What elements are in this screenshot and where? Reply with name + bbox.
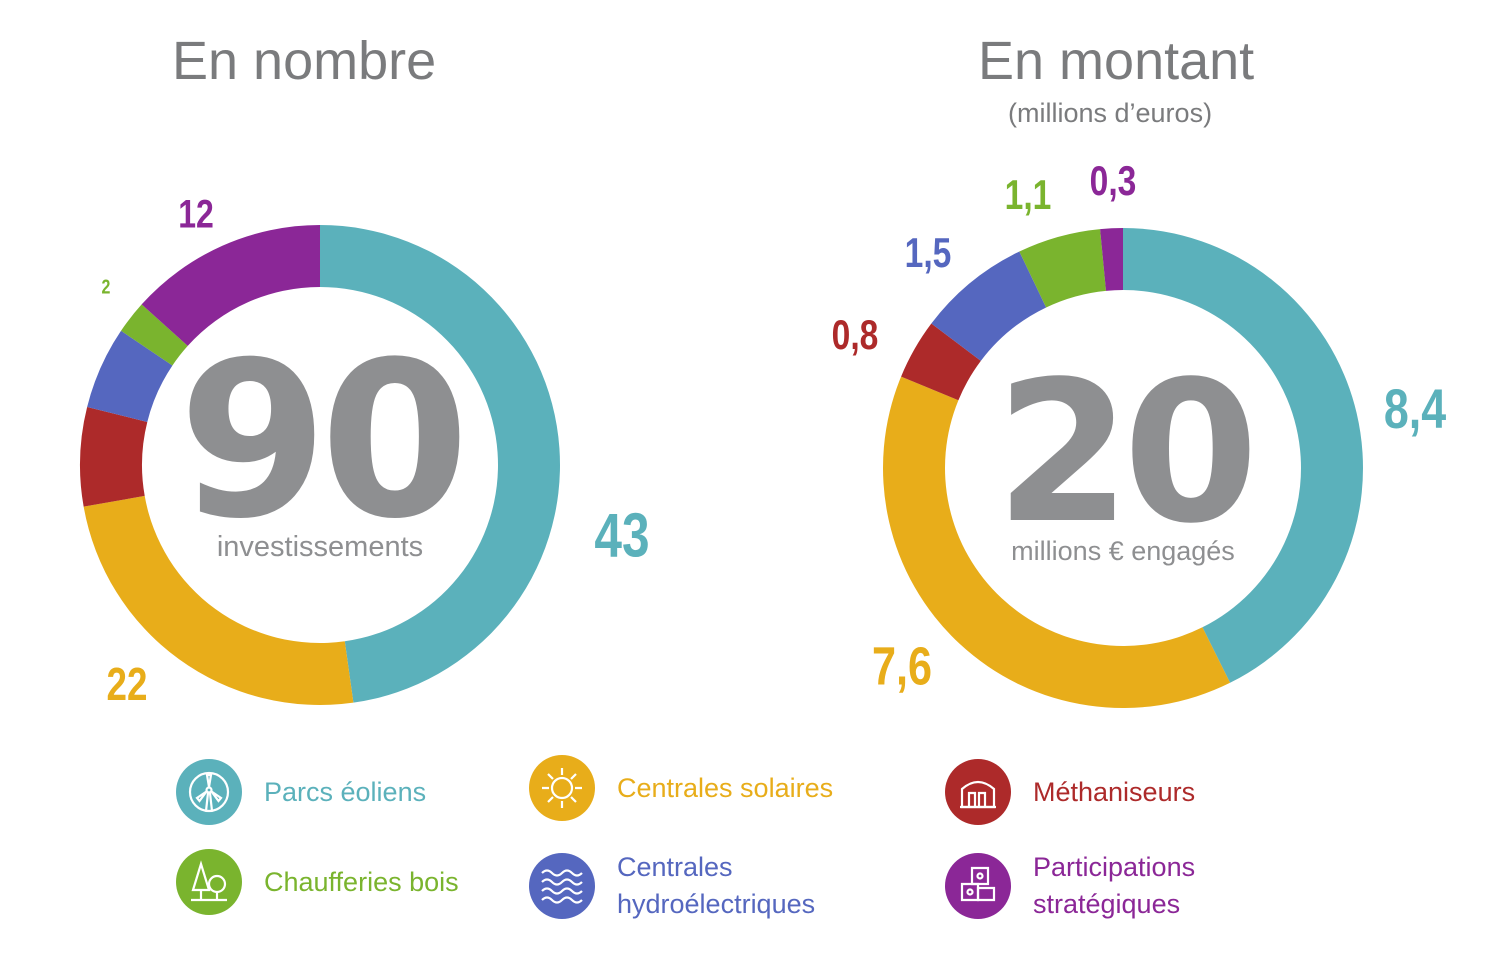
legend-label-line: Participations bbox=[1033, 852, 1196, 882]
water-waves-icon bbox=[529, 853, 595, 919]
data-label-methaniseur: 0,8 bbox=[832, 313, 879, 359]
slice-methaniseur bbox=[901, 323, 981, 401]
legend-label: Parcs éoliens bbox=[264, 774, 426, 811]
slice-hydro bbox=[87, 330, 173, 422]
data-label-bois: 1,1 bbox=[1005, 173, 1052, 219]
legend-label: Chaufferies bois bbox=[264, 864, 459, 901]
chart2-title: En montant bbox=[978, 31, 1255, 91]
legend-item-solaire: Centrales solaires bbox=[529, 755, 833, 821]
slice-solaire bbox=[883, 376, 1231, 709]
puzzle-icon bbox=[945, 853, 1011, 919]
slice-solaire bbox=[83, 495, 354, 705]
legend-label-line: Centrales solaires bbox=[617, 772, 834, 803]
legend-label-line: hydroélectriques bbox=[617, 889, 816, 919]
center-label: investissements bbox=[217, 531, 423, 563]
data-label-solaire: 22 bbox=[107, 658, 148, 710]
wind-turbine-icon bbox=[176, 759, 242, 825]
slice-hydro bbox=[931, 251, 1047, 361]
legend-label: Méthaniseurs bbox=[1033, 774, 1195, 811]
data-label-participation: 0,3 bbox=[1090, 159, 1137, 205]
sun-icon bbox=[529, 755, 595, 821]
center-value: 20 bbox=[995, 339, 1250, 566]
legend-label-line: Chaufferies bois bbox=[264, 866, 459, 897]
slice-participation bbox=[141, 225, 320, 346]
data-label-eolien: 43 bbox=[594, 500, 649, 570]
slice-participation bbox=[1100, 228, 1123, 291]
chart1-title: En nombre bbox=[172, 31, 437, 91]
slice-eolien bbox=[1123, 228, 1364, 683]
slice-bois bbox=[121, 304, 188, 366]
data-label-hydro: 1,5 bbox=[905, 231, 952, 277]
slice-bois bbox=[1019, 229, 1106, 308]
legend-label-line: stratégiques bbox=[1033, 889, 1181, 919]
center-label: millions € engagés bbox=[1011, 536, 1235, 566]
legend-label: Participations stratégiques bbox=[1033, 849, 1195, 923]
chart2-subtitle: (millions d’euros) bbox=[1008, 98, 1213, 128]
legend-label: Centrales hydroélectriques bbox=[617, 849, 815, 923]
legend-item-methaniseur: Méthaniseurs bbox=[945, 759, 1195, 825]
data-label-eolien: 8,4 bbox=[1384, 377, 1446, 440]
data-label-participation: 12 bbox=[178, 191, 214, 236]
legend-label-line: Centrales bbox=[617, 852, 733, 882]
data-label-solaire: 7,6 bbox=[872, 637, 932, 697]
legend-item-participation: Participations stratégiques bbox=[945, 849, 1195, 923]
digester-icon bbox=[945, 759, 1011, 825]
tree-icon bbox=[176, 849, 242, 915]
data-label-bois: 2 bbox=[102, 276, 111, 298]
legend-item-hydro: Centrales hydroélectriques bbox=[529, 849, 815, 923]
legend-item-eolien: Parcs éoliens bbox=[176, 759, 426, 825]
slice-eolien bbox=[320, 225, 560, 703]
slice-methaniseur bbox=[80, 406, 148, 507]
center-value: 90 bbox=[178, 315, 461, 566]
legend-item-bois: Chaufferies bois bbox=[176, 849, 459, 915]
legend-label: Centrales solaires bbox=[617, 770, 833, 807]
legend-label-line: Méthaniseurs bbox=[1033, 776, 1196, 807]
legend-label-line: Parcs éoliens bbox=[264, 776, 427, 807]
